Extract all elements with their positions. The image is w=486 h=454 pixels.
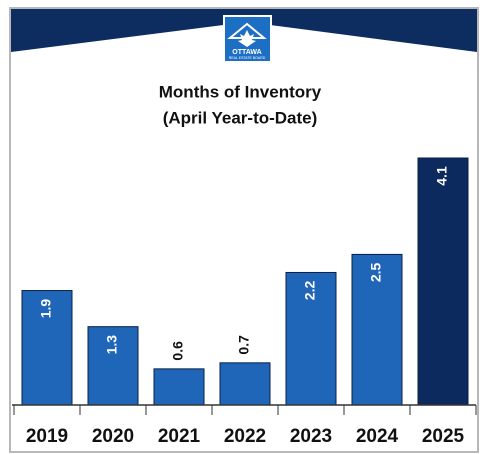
bar (21, 290, 73, 406)
x-tick-label: 2021 (158, 426, 201, 447)
x-tick-label: 2025 (422, 426, 465, 447)
bar (285, 271, 337, 406)
logo-text: REAL ESTATE BOARD (229, 56, 266, 60)
x-tick-label: 2020 (92, 426, 134, 447)
bar (351, 253, 403, 406)
bar (417, 157, 469, 406)
data-label: 2.2 (302, 281, 318, 301)
x-tick-label: 2024 (356, 426, 399, 447)
bar (87, 326, 139, 406)
data-label: 2.5 (368, 262, 384, 282)
data-label: 1.9 (38, 299, 54, 319)
x-tick-label: 2019 (26, 426, 68, 447)
header-band (11, 9, 477, 52)
logo-text: OTTAWA (232, 49, 261, 56)
logo-leaf (238, 30, 256, 47)
data-label: 4.1 (434, 166, 450, 186)
chart-subtitle: (April Year-to-Date) (163, 108, 318, 127)
data-label: 0.7 (236, 335, 252, 355)
x-tick-label: 2023 (290, 426, 332, 447)
chart-title: Months of Inventory (159, 82, 322, 101)
bar (153, 368, 205, 406)
data-label: 1.3 (104, 335, 120, 355)
x-tick-label: 2022 (224, 426, 266, 447)
bar (219, 362, 271, 406)
data-label: 0.6 (170, 341, 186, 361)
